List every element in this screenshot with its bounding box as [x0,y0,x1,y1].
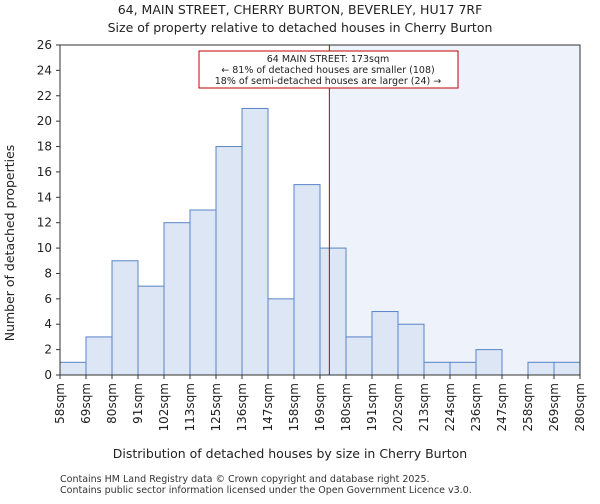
y-tick-label: 16 [37,165,52,179]
annotation-line-1: 64 MAIN STREET: 173sqm [267,54,390,65]
y-tick-label: 18 [37,140,52,154]
bar-113sqm [189,209,217,376]
y-tick-label: 24 [37,63,52,77]
bar-224sqm [449,361,477,376]
x-tick-label: 169sqm [313,383,327,431]
y-tick-label: 14 [37,190,52,204]
bar-213sqm [423,361,451,376]
y-tick-label: 8 [44,266,52,280]
annotation-line-2: ← 81% of detached houses are smaller (10… [221,65,434,76]
x-tick-label: 102sqm [157,383,171,431]
x-tick-label: 280sqm [573,383,587,431]
x-tick-label: 125sqm [209,383,223,431]
y-tick-label: 10 [37,241,52,255]
x-axis-label: Distribution of detached houses by size … [113,446,467,461]
x-tick-label: 180sqm [339,383,353,431]
bar-191sqm [371,311,399,376]
x-tick-label: 202sqm [391,383,405,431]
x-tick-label: 136sqm [235,383,249,431]
bar-236sqm [475,349,503,376]
x-tick-label: 247sqm [495,383,509,431]
chart-title: 64, MAIN STREET, CHERRY BURTON, BEVERLEY… [118,2,483,17]
highlight-region [329,45,580,375]
annotation-box: 64 MAIN STREET: 173sqm ← 81% of detached… [198,50,459,89]
bar-147sqm [267,298,295,376]
footer-line-1: Contains HM Land Registry data © Crown c… [60,474,430,485]
x-tick-label: 147sqm [261,383,275,431]
bar-158sqm [293,184,321,376]
x-tick-label: 191sqm [365,383,379,431]
chart-subtitle: Size of property relative to detached ho… [108,20,493,35]
y-tick-label: 4 [44,317,52,331]
bar-258sqm [527,361,555,376]
x-tick-label: 58sqm [53,383,67,424]
bar-80sqm [111,260,139,376]
bar-180sqm [345,336,373,376]
y-axis-label: Number of detached properties [2,145,17,342]
y-tick-label: 12 [37,216,52,230]
y-tick-label: 26 [37,38,52,52]
y-tick-label: 20 [37,114,52,128]
bar-91sqm [137,285,165,376]
x-tick-label: 269sqm [547,383,561,431]
footer-line-2: Contains public sector information licen… [60,485,472,496]
x-tick-label: 69sqm [79,383,93,424]
x-tick-label: 258sqm [521,383,535,431]
bar-169sqm [319,247,347,376]
y-tick-label: 22 [37,89,52,103]
x-tick-label: 213sqm [417,383,431,431]
bar-58sqm [59,361,87,376]
annotation-line-3: 18% of semi-detached houses are larger (… [215,76,442,87]
x-tick-label: 113sqm [183,383,197,431]
y-tick-label: 0 [44,368,52,382]
y-tick-label: 2 [44,343,52,357]
x-tick-label: 224sqm [443,383,457,431]
x-tick-label: 80sqm [105,383,119,424]
bar-102sqm [163,222,191,376]
bar-202sqm [397,323,425,376]
bar-69sqm [85,336,113,376]
x-tick-label: 91sqm [131,383,145,424]
bar-136sqm [241,107,269,376]
x-tick-label: 236sqm [469,383,483,431]
x-tick-label: 158sqm [287,383,301,431]
bar-125sqm [215,146,243,376]
y-tick-label: 6 [44,292,52,306]
bar-269sqm [553,361,581,376]
